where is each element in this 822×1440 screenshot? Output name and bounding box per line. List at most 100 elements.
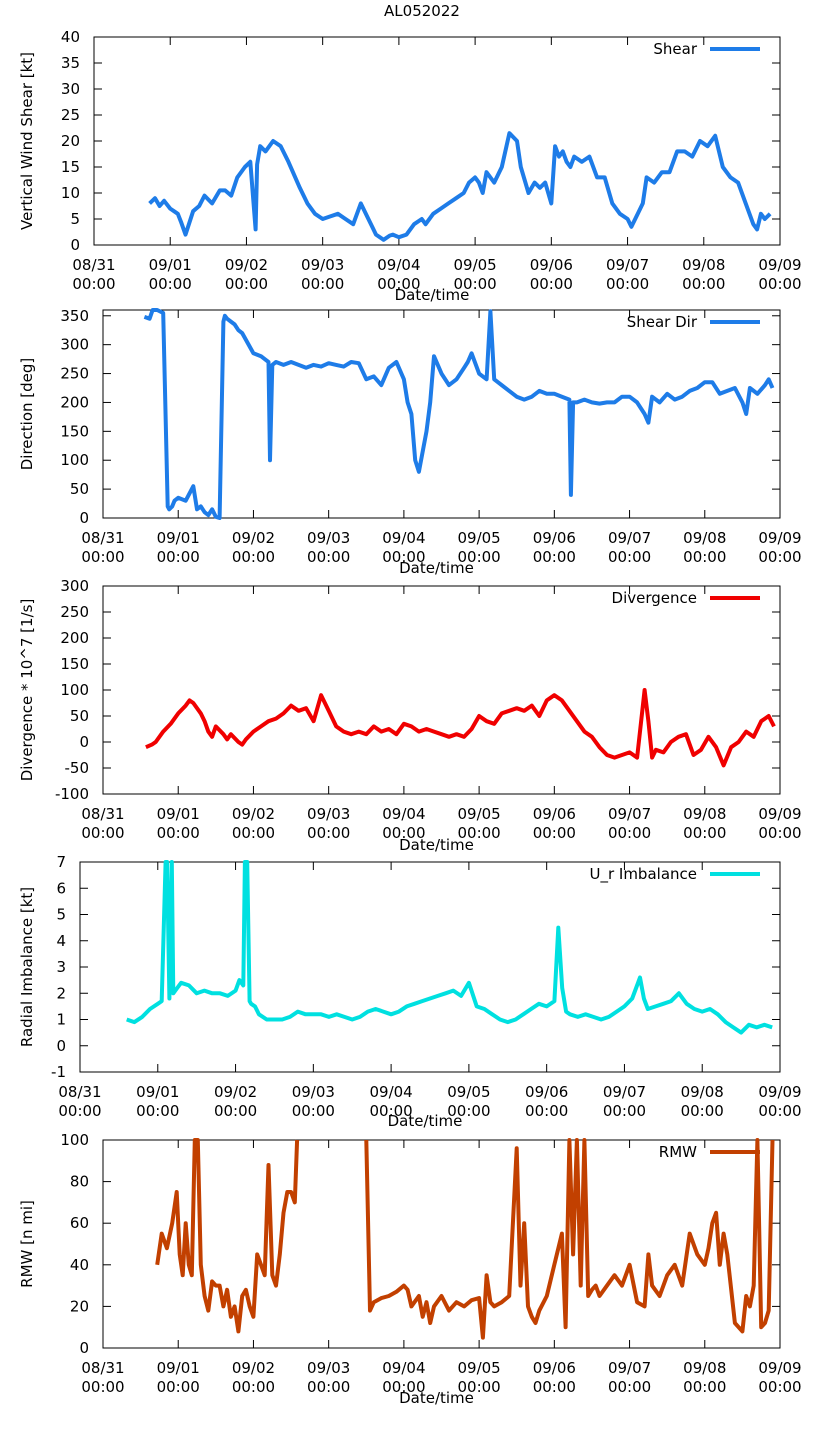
y-tick-label: 0 — [70, 236, 80, 254]
y-tick-label: 200 — [60, 393, 89, 411]
y-tick-label: 10 — [61, 184, 80, 202]
y-tick-label: -100 — [55, 785, 89, 803]
x-tick-label-date: 09/01 — [136, 1083, 179, 1101]
x-tick-label-date: 09/07 — [608, 805, 651, 823]
x-tick-label-time: 00:00 — [225, 275, 268, 293]
y-tick-label: 40 — [61, 28, 80, 46]
x-tick-label-time: 00:00 — [683, 548, 726, 566]
x-tick-label-date: 09/04 — [382, 529, 425, 547]
y-tick-label: 1 — [56, 1011, 66, 1029]
x-tick-label-time: 00:00 — [606, 275, 649, 293]
y-tick-label: 5 — [56, 906, 66, 924]
x-tick-label-date: 09/01 — [157, 805, 200, 823]
x-tick-label-date: 09/04 — [369, 1083, 412, 1101]
x-tick-label-date: 09/07 — [608, 1359, 651, 1377]
x-tick-label-time: 00:00 — [758, 1102, 801, 1120]
series-line-u-r-imbalance — [126, 860, 773, 1035]
x-tick-label-date: 09/03 — [307, 529, 350, 547]
y-tick-label: 5 — [70, 210, 80, 228]
x-tick-label-time: 00:00 — [457, 548, 500, 566]
y-tick-label: 30 — [61, 80, 80, 98]
x-tick-label-date: 09/03 — [307, 805, 350, 823]
x-tick-label-time: 00:00 — [530, 275, 573, 293]
y-tick-label: 35 — [61, 54, 80, 72]
y-tick-label: 250 — [60, 603, 89, 621]
x-tick-label-date: 09/08 — [681, 1083, 724, 1101]
y-tick-label: 0 — [56, 1037, 66, 1055]
x-tick-label-date: 09/02 — [225, 256, 268, 274]
y-tick-label: 50 — [70, 480, 89, 498]
x-tick-label-time: 00:00 — [533, 824, 576, 842]
plot-frame — [102, 309, 781, 519]
x-tick-label-date: 09/06 — [533, 529, 576, 547]
x-tick-label-date: 09/03 — [301, 256, 344, 274]
panel-5: 02040608010008/3100:0009/0100:0009/0200:… — [18, 1131, 802, 1407]
plot-frame — [93, 36, 781, 246]
x-tick-label-time: 00:00 — [382, 548, 425, 566]
x-tick-label-date: 09/07 — [608, 529, 651, 547]
x-tick-label-date: 09/02 — [232, 529, 275, 547]
y-tick-label: 40 — [70, 1256, 89, 1274]
x-tick-label-time: 00:00 — [232, 548, 275, 566]
y-tick-label: -50 — [65, 759, 90, 777]
figure-title: AL052022 — [384, 2, 460, 20]
panel-2: 05010015020025030035008/3100:0009/0100:0… — [18, 307, 802, 577]
x-tick-label-date: 09/08 — [683, 805, 726, 823]
x-tick-label-date: 08/31 — [81, 1359, 124, 1377]
x-tick-label-date: 08/31 — [58, 1083, 101, 1101]
x-tick-label-time: 00:00 — [377, 275, 420, 293]
x-tick-label-date: 09/08 — [683, 1359, 726, 1377]
y-tick-label: 100 — [60, 451, 89, 469]
y-axis-label: Radial Imbalance [kt] — [18, 887, 36, 1047]
x-tick-label-date: 08/31 — [81, 529, 124, 547]
y-tick-label: -1 — [51, 1063, 66, 1081]
x-tick-label-time: 00:00 — [232, 1378, 275, 1396]
x-axis-label: Date/time — [399, 836, 474, 854]
x-tick-label-date: 09/04 — [377, 256, 420, 274]
x-tick-label-date: 09/07 — [606, 256, 649, 274]
y-tick-label: 60 — [70, 1214, 89, 1232]
x-tick-label-time: 00:00 — [533, 548, 576, 566]
panel-4: -10123456708/3100:0009/0100:0009/0200:00… — [18, 853, 802, 1130]
y-tick-label: 15 — [61, 158, 80, 176]
legend-label: Shear — [653, 40, 697, 58]
plot-frame — [102, 585, 781, 795]
x-tick-label-time: 00:00 — [758, 275, 801, 293]
y-tick-label: 7 — [56, 853, 66, 871]
x-tick-label-date: 09/05 — [453, 256, 496, 274]
x-axis-label: Date/time — [399, 1389, 474, 1407]
x-tick-label-date: 09/05 — [457, 1359, 500, 1377]
x-tick-label-time: 00:00 — [758, 824, 801, 842]
x-tick-label-time: 00:00 — [683, 1378, 726, 1396]
y-axis-label: RMW [n mi] — [18, 1200, 36, 1288]
x-tick-label-date: 09/01 — [157, 1359, 200, 1377]
x-tick-label-time: 00:00 — [307, 824, 350, 842]
x-tick-label-time: 00:00 — [447, 1102, 490, 1120]
panel-3: -100-5005010015020025030008/3100:0009/01… — [18, 577, 802, 854]
series-line-rmw-segment-2 — [364, 1138, 775, 1340]
y-tick-label: 20 — [70, 1297, 89, 1315]
legend-label: Shear Dir — [627, 313, 698, 331]
series-line-divergence — [145, 688, 776, 768]
y-tick-label: 50 — [70, 707, 89, 725]
x-tick-label-time: 00:00 — [214, 1102, 257, 1120]
x-tick-label-time: 00:00 — [232, 824, 275, 842]
x-tick-label-time: 00:00 — [525, 1102, 568, 1120]
x-tick-label-time: 00:00 — [682, 275, 725, 293]
legend-label: Divergence — [612, 589, 697, 607]
x-tick-label-time: 00:00 — [683, 824, 726, 842]
y-tick-label: 0 — [79, 509, 89, 527]
x-tick-label-date: 09/02 — [214, 1083, 257, 1101]
x-tick-label-date: 08/31 — [81, 805, 124, 823]
x-tick-label-date: 09/01 — [149, 256, 192, 274]
y-tick-label: 350 — [60, 307, 89, 325]
x-tick-label-time: 00:00 — [608, 824, 651, 842]
x-tick-label-time: 00:00 — [81, 548, 124, 566]
plot-frame — [102, 1139, 781, 1349]
x-tick-label-date: 09/09 — [758, 529, 801, 547]
x-tick-label-date: 09/03 — [307, 1359, 350, 1377]
x-tick-label-date: 09/09 — [758, 805, 801, 823]
x-tick-label-time: 00:00 — [758, 1378, 801, 1396]
x-tick-label-time: 00:00 — [136, 1102, 179, 1120]
x-tick-label-time: 00:00 — [58, 1102, 101, 1120]
